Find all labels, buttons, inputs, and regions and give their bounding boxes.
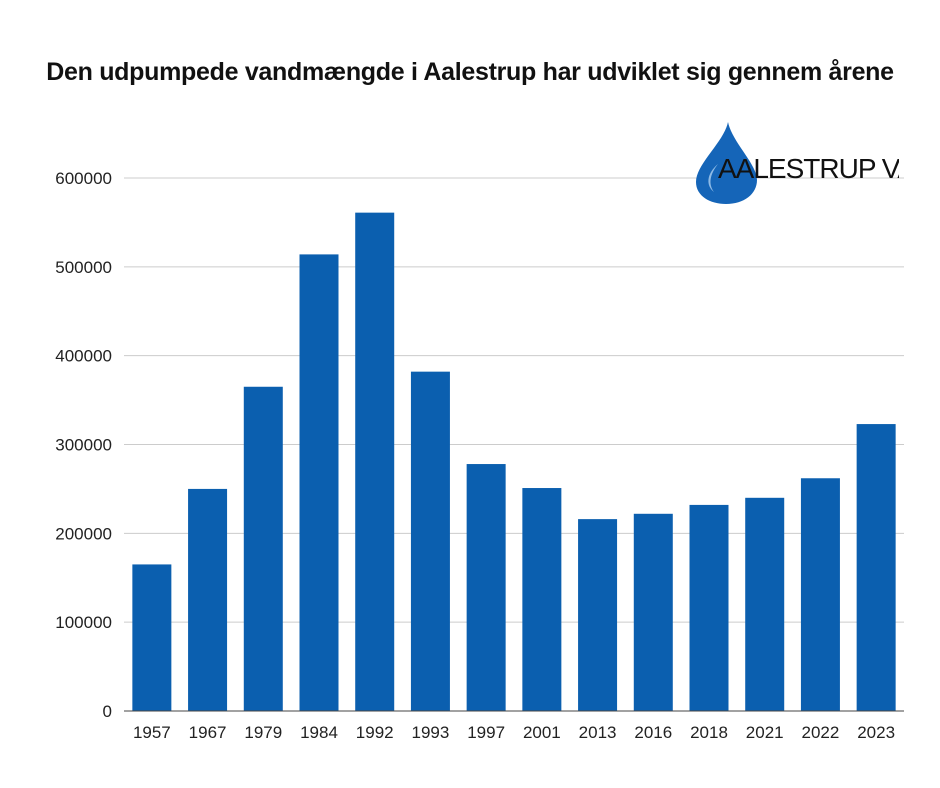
x-tick-label: 1967	[189, 723, 227, 742]
water-drop-icon	[696, 122, 757, 204]
x-tick-label: 1992	[356, 723, 394, 742]
x-tick-label: 2001	[523, 723, 561, 742]
x-tick-label: 1997	[467, 723, 505, 742]
x-tick-label: 2016	[634, 723, 672, 742]
bar-1967	[188, 488, 228, 711]
y-tick-label: 500000	[55, 258, 112, 277]
x-axis-ticks: 1957 1967 1979 1984 1992 1993 1997 2001 2013 2016…	[133, 723, 895, 742]
bar-1984	[299, 254, 339, 711]
bar-2023	[856, 424, 896, 711]
x-tick-label: 1957	[133, 723, 171, 742]
bar-1993	[410, 371, 450, 711]
bar-1997	[466, 464, 506, 711]
logo-text: AALESTRUP VAND	[718, 153, 899, 184]
bars	[132, 212, 896, 711]
x-tick-label: 2018	[690, 723, 728, 742]
water-drop-highlight	[708, 164, 718, 192]
bar-2018	[689, 504, 729, 711]
y-tick-label: 300000	[55, 436, 112, 455]
x-tick-label: 2023	[857, 723, 895, 742]
y-tick-label: 600000	[55, 169, 112, 188]
bar-2021	[745, 497, 785, 711]
bar-1957	[132, 564, 172, 711]
bar-2001	[522, 488, 562, 711]
x-tick-label: 2013	[579, 723, 617, 742]
y-tick-label: 100000	[55, 613, 112, 632]
y-tick-label: 0	[103, 702, 112, 721]
gridlines	[124, 177, 904, 623]
x-tick-label: 2022	[802, 723, 840, 742]
x-tick-label: 1993	[412, 723, 450, 742]
x-tick-label: 1984	[300, 723, 338, 742]
bar-1992	[355, 212, 395, 711]
x-tick-label: 1979	[244, 723, 282, 742]
chart-title: Den udpumpede vandmængde i Aalestrup har…	[46, 58, 894, 86]
x-tick-label: 2021	[746, 723, 784, 742]
y-tick-label: 200000	[55, 524, 112, 543]
y-axis-ticks: 0 100000 200000 300000 400000 500000 600000	[55, 169, 112, 721]
aalestrup-vand-logo: AALESTRUP VAND	[694, 120, 940, 205]
y-tick-label: 400000	[55, 347, 112, 366]
bar-2022	[800, 478, 840, 711]
bar-2013	[578, 519, 618, 711]
bar-1979	[243, 386, 283, 711]
bar-2016	[633, 513, 673, 711]
